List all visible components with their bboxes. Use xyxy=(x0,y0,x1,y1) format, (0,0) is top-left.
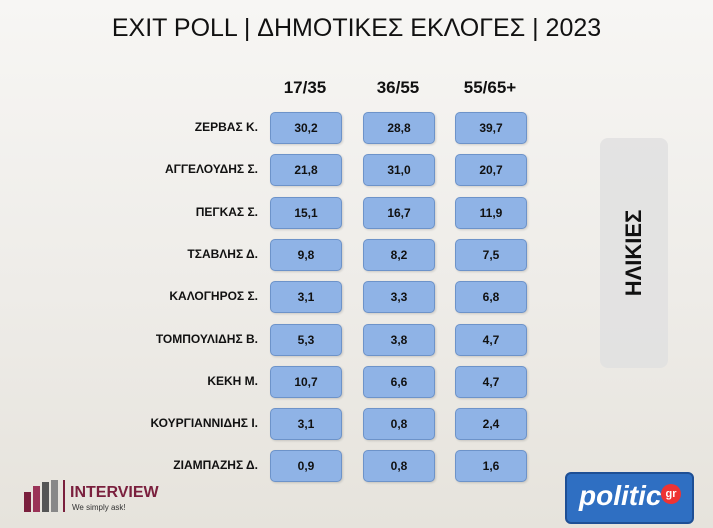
candidate-name: ΚΕΚΗ Μ. xyxy=(207,373,258,388)
site-name: politic xyxy=(579,480,662,511)
candidate-name: ΑΓΓΕΛΟΥΔΗΣ Σ. xyxy=(164,162,258,177)
site-suffix: gr xyxy=(661,484,681,504)
value-cell: 4,7 xyxy=(455,365,527,398)
value-cell: 3,3 xyxy=(363,281,435,314)
value-cell: 16,7 xyxy=(363,196,435,229)
column-header: 17/35 xyxy=(283,78,327,97)
value-cell: 30,2 xyxy=(270,112,342,144)
value-cell: 3,1 xyxy=(270,408,342,441)
value-cell: 2,4 xyxy=(455,408,527,441)
candidate-name: ΖΙΑΜΠΑΖΗΣ Δ. xyxy=(173,458,258,473)
value-cell: 0,8 xyxy=(363,408,435,441)
value-cell: 6,6 xyxy=(363,365,435,398)
value-cell: 15,1 xyxy=(270,196,342,229)
value-cell: 0,8 xyxy=(363,450,435,483)
value-cell: 20,7 xyxy=(455,154,527,187)
candidate-name: ΖΕΡΒΑΣ Κ. xyxy=(194,120,258,134)
column-header: 36/55 xyxy=(376,78,420,97)
site-logo: politic gr xyxy=(565,472,694,524)
value-cell: 7,5 xyxy=(455,238,527,271)
candidate-name: ΤΣΑΒΛΗΣ Δ. xyxy=(187,246,258,261)
value-cell: 4,7 xyxy=(455,323,527,356)
pollster-tagline: We simply ask! xyxy=(72,503,126,512)
title: EXIT POLL | ΔΗΜΟΤΙΚΕΣ ΕΚΛΟΓΕΣ | 2023 xyxy=(111,14,602,42)
side-label: ΗΛΙΚΙΕΣ xyxy=(621,209,646,297)
value-cell: 3,1 xyxy=(270,281,342,314)
interview-logo-icon xyxy=(24,480,65,512)
value-cell: 1,6 xyxy=(455,450,527,483)
pollster: INTERVIEW xyxy=(70,484,159,501)
value-cell: 11,9 xyxy=(455,196,527,229)
value-cell: 9,8 xyxy=(270,238,342,271)
value-cell: 3,8 xyxy=(363,323,435,356)
value-cell: 31,0 xyxy=(363,154,435,187)
value-cell: 39,7 xyxy=(455,112,527,144)
column-header: 55/65+ xyxy=(463,78,517,97)
value-cell: 10,7 xyxy=(270,365,342,398)
candidate-name: ΚΑΛΟΓΗΡΟΣ Σ. xyxy=(169,289,258,304)
value-cell: 6,8 xyxy=(455,281,527,314)
candidate-name: ΚΟΥΡΓΙΑΝΝΙΔΗΣ Ι. xyxy=(150,416,259,431)
value-cell: 21,8 xyxy=(270,154,342,187)
value-cell: 28,8 xyxy=(363,112,435,144)
candidate-name: ΠΕΓΚΑΣ Σ. xyxy=(195,204,258,219)
value-cell: 5,3 xyxy=(270,323,342,356)
value-cell: 8,2 xyxy=(363,238,435,271)
candidate-name: ΤΟΜΠΟΥΛΙΔΗΣ Β. xyxy=(155,331,258,346)
value-cell: 0,9 xyxy=(270,450,342,483)
side-panel: ΗΛΙΚΙΕΣ xyxy=(600,138,668,368)
